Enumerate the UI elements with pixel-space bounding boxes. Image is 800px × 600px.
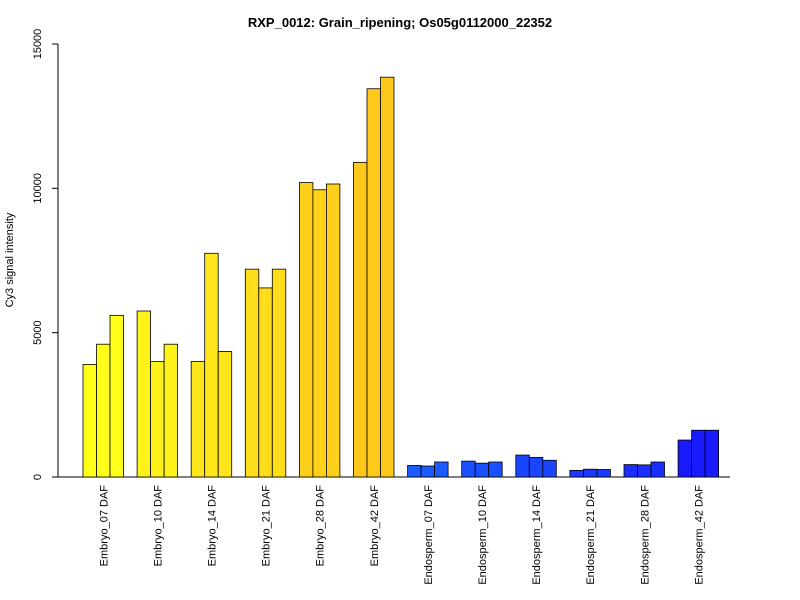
bar <box>528 456 544 478</box>
bar <box>596 469 611 478</box>
x-tick-label: Endosperm_42 DAF <box>693 485 705 585</box>
bar <box>691 429 706 478</box>
bar <box>515 454 530 478</box>
bar <box>353 161 368 478</box>
x-tick-label: Endosperm_10 DAF <box>477 485 489 585</box>
bar <box>136 310 152 478</box>
x-tick-labels: Embryo_07 DAF Embryo_10 DAF Embryo_14 DAF E… <box>98 485 705 585</box>
bar <box>150 361 165 478</box>
bar <box>163 343 179 478</box>
bar <box>380 76 395 478</box>
bar <box>217 351 233 478</box>
y-axis-label: Cy3 signal intensity <box>4 212 16 307</box>
bar <box>244 268 260 478</box>
x-tick-label: Endosperm_28 DAF <box>639 485 651 585</box>
y-tick-label: 5000 <box>32 320 44 344</box>
bar <box>583 468 598 478</box>
y-axis: 0 5000 10000 15000 <box>32 29 59 480</box>
bar <box>366 88 381 478</box>
x-tick-label: Embryo_14 DAF <box>206 485 218 567</box>
bar <box>474 462 490 478</box>
bar <box>488 461 503 478</box>
bar <box>190 361 206 478</box>
bar <box>109 314 124 478</box>
x-tick-label: Embryo_28 DAF <box>315 485 327 567</box>
x-tick-label: Endosperm_21 DAF <box>585 485 597 585</box>
bar <box>569 469 584 478</box>
bar <box>542 459 557 478</box>
bar <box>650 461 665 478</box>
bar <box>623 464 638 478</box>
x-tick-label: Endosperm_14 DAF <box>531 485 543 585</box>
bar <box>96 343 111 478</box>
bar <box>271 268 287 478</box>
bar <box>258 287 273 478</box>
x-tick-label: Embryo_42 DAF <box>369 485 381 567</box>
bar <box>312 189 327 478</box>
x-tick-label: Endosperm_07 DAF <box>423 485 435 585</box>
x-tick-label: Embryo_07 DAF <box>98 485 110 567</box>
bar <box>637 464 652 478</box>
bar <box>325 183 341 478</box>
y-tick-label: 10000 <box>32 173 44 204</box>
bar <box>204 252 219 478</box>
bar <box>461 460 476 478</box>
y-tick-label: 15000 <box>32 29 44 60</box>
bar <box>298 182 314 478</box>
y-tick-label: 0 <box>32 474 44 480</box>
bar <box>420 465 436 478</box>
bar <box>677 439 692 478</box>
x-tick-label: Embryo_10 DAF <box>152 485 164 567</box>
bar <box>407 465 422 478</box>
bars <box>82 76 719 478</box>
bar <box>704 429 719 478</box>
x-tick-label: Embryo_21 DAF <box>261 485 273 567</box>
bar <box>434 461 449 478</box>
bar <box>82 364 97 478</box>
chart-title: RXP_0012: Grain_ripening; Os05g0112000_2… <box>248 15 552 30</box>
